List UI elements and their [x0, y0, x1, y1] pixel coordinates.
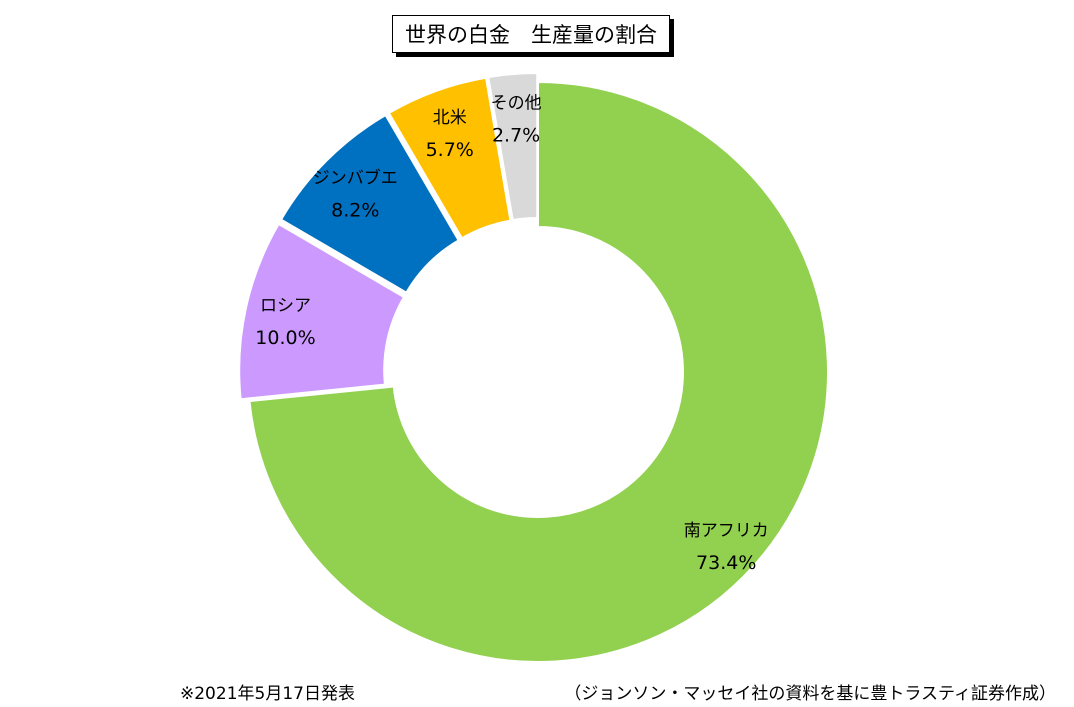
- slice-value-2: 8.2%: [331, 199, 379, 221]
- slice-label-3: 北米: [433, 108, 467, 128]
- slice-value-4: 2.7%: [492, 125, 540, 147]
- slice-label-2: ジンバブエ: [313, 167, 398, 188]
- slice-value-0: 73.4%: [696, 552, 756, 574]
- slice-2: [279, 113, 460, 294]
- slice-0: [248, 80, 829, 663]
- release-date-note: ※2021年5月17日発表: [180, 684, 355, 704]
- slice-3: [387, 76, 512, 240]
- slice-4: [487, 72, 539, 222]
- slice-label-1: ロシア: [260, 296, 311, 316]
- source-note: （ジョンソン・マッセイ社の資料を基に豊トラスティ証券作成）: [564, 684, 1056, 704]
- slice-label-0: 南アフリカ: [684, 521, 769, 541]
- slice-value-3: 5.7%: [426, 139, 474, 161]
- slice-label-4: その他: [491, 94, 542, 114]
- chart-title: 世界の白金 生産量の割合: [392, 15, 670, 53]
- slice-1: [238, 222, 406, 401]
- slice-value-1: 10.0%: [255, 327, 315, 349]
